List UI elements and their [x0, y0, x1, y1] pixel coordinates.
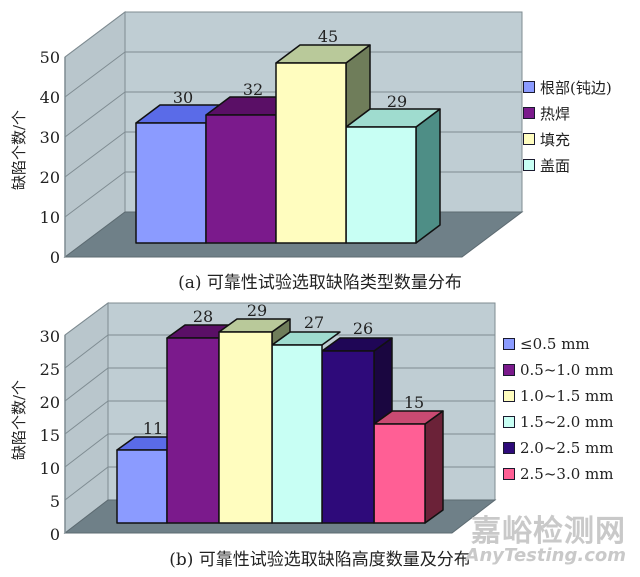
bar-label: 15	[404, 393, 424, 412]
bar-label: 29	[247, 301, 267, 320]
legend-swatch	[523, 107, 535, 119]
bar-a-cap	[345, 108, 441, 244]
legend-label: 2.0~2.5 mm	[520, 439, 614, 457]
watermark-cn: 嘉峪检测网	[471, 514, 626, 549]
legend-label: 盖面	[540, 156, 571, 175]
legend-item: 填充	[523, 126, 612, 152]
chart-b-ytick: 5	[50, 492, 60, 511]
chart-b-legend: ≤0.5 mm 0.5~1.0 mm 1.0~1.5 mm 1.5~2.0 mm…	[503, 331, 614, 487]
legend-item: 盖面	[523, 152, 612, 178]
chart-a-ytick: 20	[40, 168, 60, 187]
chart-b-ytick: 20	[40, 393, 60, 412]
legend-label: ≤0.5 mm	[520, 335, 590, 353]
legend-swatch	[503, 468, 515, 480]
bar-label: 30	[173, 88, 193, 107]
chart-b-data-labels: 11 28 29 27 26 15	[143, 301, 424, 438]
chart-b-ytick: 15	[40, 426, 60, 445]
chart-b-ytick: 25	[40, 360, 60, 379]
legend-label: 1.0~1.5 mm	[520, 387, 614, 405]
bar-b-1-0-1-5	[218, 318, 291, 524]
chart-b-bars	[116, 318, 444, 524]
legend-item: 0.5~1.0 mm	[503, 357, 614, 383]
chart-b-ytick: 10	[40, 459, 60, 478]
bar-label: 27	[304, 313, 324, 332]
bar-label: 29	[387, 92, 407, 111]
legend-swatch	[523, 159, 535, 171]
chart-a-ytick: 50	[40, 48, 60, 67]
legend-swatch	[503, 364, 515, 376]
chart-b-ylabel: 缺陷个数/个	[10, 380, 28, 460]
bar-b-le-0-5	[116, 436, 186, 524]
chart-b-ytick: 0	[50, 525, 60, 544]
chart-a-caption: (a) 可靠性试验选取缺陷类型数量分布	[178, 273, 462, 293]
chart-a-legend: 根部(钝边) 热焊 填充 盖面	[523, 74, 612, 178]
chart-a-ytick: 30	[40, 128, 60, 147]
bar-a-fill	[275, 44, 371, 244]
watermark: 嘉峪检测网 AnyTesting.com	[466, 517, 626, 565]
bar-label: 32	[243, 80, 263, 99]
legend-swatch	[523, 81, 535, 93]
legend-label: 填充	[540, 130, 571, 149]
legend-label: 热焊	[540, 104, 571, 123]
legend-label: 1.5~2.0 mm	[520, 413, 614, 431]
bar-b-0-5-1-0	[166, 324, 238, 524]
chart-a-ytick: 40	[40, 88, 60, 107]
chart-b-ytick: 30	[40, 327, 60, 346]
legend-item: 1.5~2.0 mm	[503, 409, 614, 435]
legend-item: 根部(钝边)	[523, 74, 612, 100]
bar-label: 45	[318, 27, 338, 46]
bar-b-2-5-3-0	[373, 410, 444, 524]
chart-a-data-labels: 30 32 45 29	[173, 27, 407, 111]
bar-label: 26	[353, 319, 373, 338]
legend-swatch	[503, 390, 515, 402]
legend-item: 2.0~2.5 mm	[503, 435, 614, 461]
watermark-en: AnyTesting.com	[465, 545, 626, 566]
bar-b-2-0-2-5	[321, 337, 393, 524]
chart-b-y-axis: 0 5 10 15 20 25 30	[40, 327, 60, 544]
legend-label: 2.5~3.0 mm	[520, 465, 614, 483]
legend-swatch	[523, 133, 535, 145]
legend-swatch	[503, 416, 515, 428]
chart-a-ytick: 10	[40, 208, 60, 227]
legend-swatch	[503, 338, 515, 350]
legend-item: 热焊	[523, 100, 612, 126]
chart-a-ytick: 0	[50, 248, 60, 267]
chart-a-ylabel: 缺陷个数/个	[10, 110, 28, 190]
bar-label: 28	[193, 307, 213, 326]
legend-swatch	[503, 442, 515, 454]
legend-label: 0.5~1.0 mm	[520, 361, 614, 379]
chart-a-y-axis: 0 10 20 30 40 50	[40, 48, 60, 267]
bar-label: 11	[143, 419, 163, 438]
legend-item: 1.0~1.5 mm	[503, 383, 614, 409]
legend-item: ≤0.5 mm	[503, 331, 614, 357]
chart-b-caption: (b) 可靠性试验选取缺陷高度数量及分布	[169, 550, 471, 570]
legend-label: 根部(钝边)	[540, 78, 612, 97]
chart-a-bars	[135, 44, 441, 244]
legend-item: 2.5~3.0 mm	[503, 461, 614, 487]
